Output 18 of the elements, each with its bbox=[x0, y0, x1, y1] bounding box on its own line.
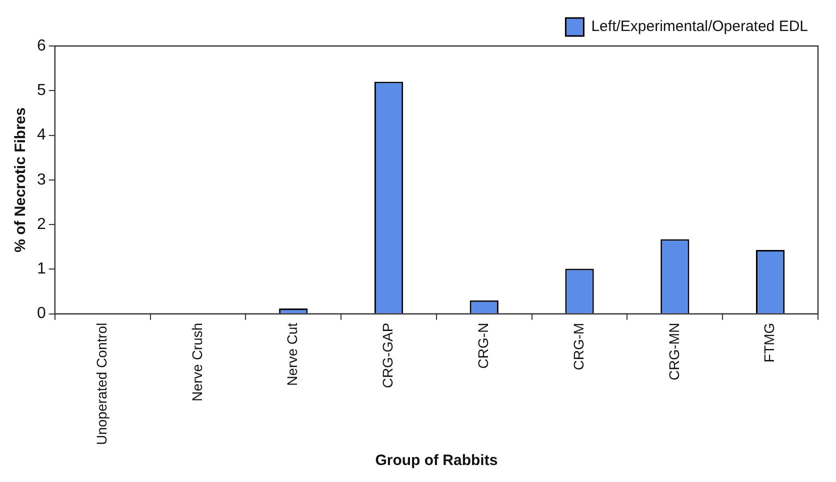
x-axis-title: Group of Rabbits bbox=[375, 452, 498, 470]
y-tick-label: 3 bbox=[36, 171, 46, 188]
x-tick-label: FTMG bbox=[761, 322, 778, 362]
y-axis-title: % of Necrotic Fibres bbox=[12, 107, 30, 252]
y-tick-label: 6 bbox=[36, 37, 46, 54]
x-tick-label: Nerve Crush bbox=[188, 322, 205, 402]
y-tick-label: 1 bbox=[36, 260, 46, 278]
x-tick-label: Nerve Cut bbox=[284, 322, 300, 386]
x-tick-label: CRG-GAP bbox=[380, 322, 396, 388]
legend-label: Left/Experimental/Operated EDL bbox=[591, 18, 808, 36]
y-tick-label: 2 bbox=[36, 216, 46, 233]
y-tick-label: 5 bbox=[36, 82, 46, 100]
x-tick-label: CRG-N bbox=[475, 322, 491, 369]
y-tick-label: 4 bbox=[36, 126, 46, 144]
x-tick-label: CRG-M bbox=[570, 322, 586, 370]
x-tick-label: CRG-MN bbox=[666, 322, 682, 380]
y-tick-label: 0 bbox=[36, 305, 46, 322]
x-tick-label: Unoperated Control bbox=[93, 322, 110, 445]
